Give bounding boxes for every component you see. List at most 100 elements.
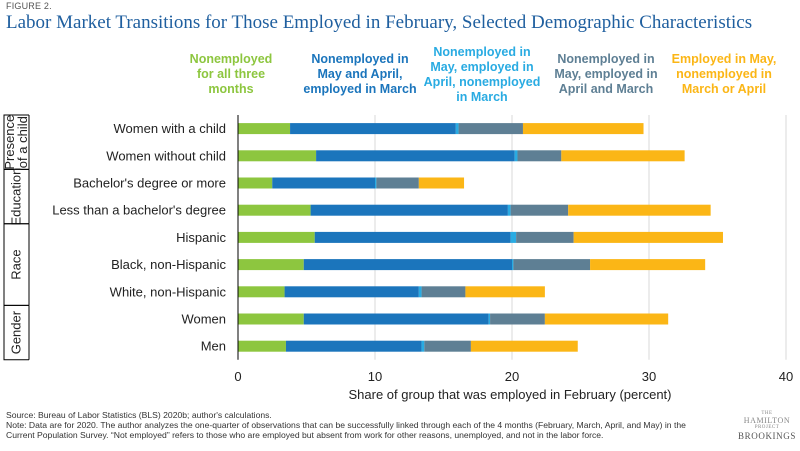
group-label: Race	[9, 249, 24, 279]
x-tick-label: 20	[505, 369, 519, 384]
legend-line: for all three	[196, 67, 266, 81]
legend-line: in March	[456, 90, 508, 104]
bar-segment	[310, 204, 508, 216]
legend-line: March or April	[681, 82, 767, 96]
bar-segment	[303, 313, 489, 325]
bar-segment	[376, 177, 419, 189]
category-label: Men	[201, 339, 226, 354]
bar-segment	[488, 313, 491, 325]
legend-line: April, nonemployed	[423, 75, 541, 89]
bar-segment	[418, 177, 465, 189]
bar-segment	[238, 286, 285, 298]
legend-line: Nonemployed in	[311, 52, 409, 66]
group-label-line: Race	[9, 249, 24, 279]
bar-segment	[424, 340, 471, 352]
bar-segment	[316, 150, 515, 162]
bar-segment	[544, 313, 669, 325]
stacked-bar-chart: Women with a child Women without child Bac…	[2, 114, 793, 402]
figure-label: FIGURE 2.	[6, 1, 52, 11]
bar-segment	[375, 177, 377, 189]
legend-line: Employed in May,	[671, 52, 777, 66]
data-note: Note: Data are for 2020. The author anal…	[6, 420, 686, 440]
category-label: Hispanic	[176, 230, 226, 245]
logo-project: PROJECT	[754, 425, 780, 430]
bar-segment	[510, 231, 517, 243]
bar-segment	[522, 123, 644, 135]
logo-brookings: BROOKINGS	[738, 431, 796, 441]
legend-line: Nonemployed in	[557, 52, 655, 66]
legend-nonemployed-all-months: Nonemployed for all three months	[176, 52, 286, 97]
group-label: Gender	[9, 310, 24, 354]
legend-line: April and March	[558, 82, 654, 96]
bar-segment	[573, 231, 723, 243]
legend-employed-may: Employed in May, nonemployed in March or A…	[659, 52, 789, 97]
bar-segment	[238, 259, 304, 271]
bar-segment	[458, 123, 523, 135]
category-label: Women with a child	[114, 121, 226, 136]
bar-segment	[238, 123, 291, 135]
bar-segment	[238, 340, 286, 352]
legend-line: employed in March	[303, 82, 417, 96]
bar-segment	[507, 204, 511, 216]
category-label: Women without child	[106, 148, 226, 163]
legend-line: Nonemployed	[189, 52, 273, 66]
bar-segment	[510, 204, 569, 216]
x-tick-label: 40	[779, 369, 793, 384]
bar-segment	[516, 231, 574, 243]
bar-segment	[514, 150, 518, 162]
bar-segment	[512, 259, 514, 271]
bar-segment	[470, 340, 578, 352]
x-tick-label: 30	[642, 369, 656, 384]
bar-segment	[418, 286, 422, 298]
footnote: Source: Bureau of Labor Statistics (BLS)…	[6, 410, 706, 440]
source-note: Source: Bureau of Labor Statistics (BLS)…	[6, 410, 272, 420]
legend-nonemployed-may-employed-april-march: Nonemployed in May, employed in April and …	[546, 52, 666, 97]
legend-line: Nonemployed in	[433, 45, 531, 59]
category-label: White, non-Hispanic	[110, 284, 227, 299]
legend-line: May and April,	[317, 67, 403, 81]
bar-segment	[238, 313, 304, 325]
category-label: Black, non-Hispanic	[111, 257, 226, 272]
group-label-line: Presence	[2, 115, 17, 170]
group-label-line: Education	[9, 168, 24, 226]
bar-segment	[568, 204, 711, 216]
logo-hamilton: HAMILTON	[743, 416, 791, 425]
bar-segment	[513, 259, 591, 271]
chart-title: Labor Market Transitions for Those Emplo…	[6, 12, 753, 33]
bar-segment	[285, 340, 422, 352]
bar-segment	[490, 313, 545, 325]
x-tick-label: 10	[368, 369, 382, 384]
category-label: Women	[181, 312, 226, 327]
group-label-line: Gender	[9, 310, 24, 354]
hamilton-brookings-logo: THE HAMILTON PROJECT BROOKINGS	[738, 411, 796, 441]
bar-segment	[284, 286, 419, 298]
bar-segment	[290, 123, 456, 135]
bar-segment	[314, 231, 511, 243]
legend-nonemployed-may-employed-april: Nonemployed in May, employed in April, non…	[417, 45, 547, 105]
legend-line: May, employed in	[554, 67, 658, 81]
group-label-line: of a child	[15, 116, 30, 168]
bar-segment	[238, 231, 315, 243]
bar-segment	[238, 204, 311, 216]
bar-segment	[465, 286, 545, 298]
group-label: Education	[9, 168, 24, 226]
bar-segment	[238, 177, 273, 189]
category-label: Bachelor's degree or more	[73, 176, 226, 191]
legend-line: nonemployed in	[676, 67, 772, 81]
legend-nonemployed-may-april: Nonemployed in May and April, employed in …	[295, 52, 425, 97]
bar-segment	[303, 259, 512, 271]
logo-the: THE	[761, 411, 773, 416]
category-label: Less than a bachelor's degree	[52, 203, 226, 218]
bar-segment	[455, 123, 459, 135]
x-axis-label: Share of group that was employed in Febr…	[348, 387, 671, 402]
bar-segment	[421, 340, 425, 352]
bar-segment	[590, 259, 706, 271]
bar-segment	[517, 150, 562, 162]
legend-line: May, employed in	[430, 60, 534, 74]
bar-segment	[561, 150, 685, 162]
bar-segment	[238, 150, 317, 162]
bar-segment	[272, 177, 375, 189]
group-bracket	[3, 304, 29, 361]
group-label: Presenceof a child	[2, 115, 30, 170]
x-tick-label: 0	[234, 369, 241, 384]
